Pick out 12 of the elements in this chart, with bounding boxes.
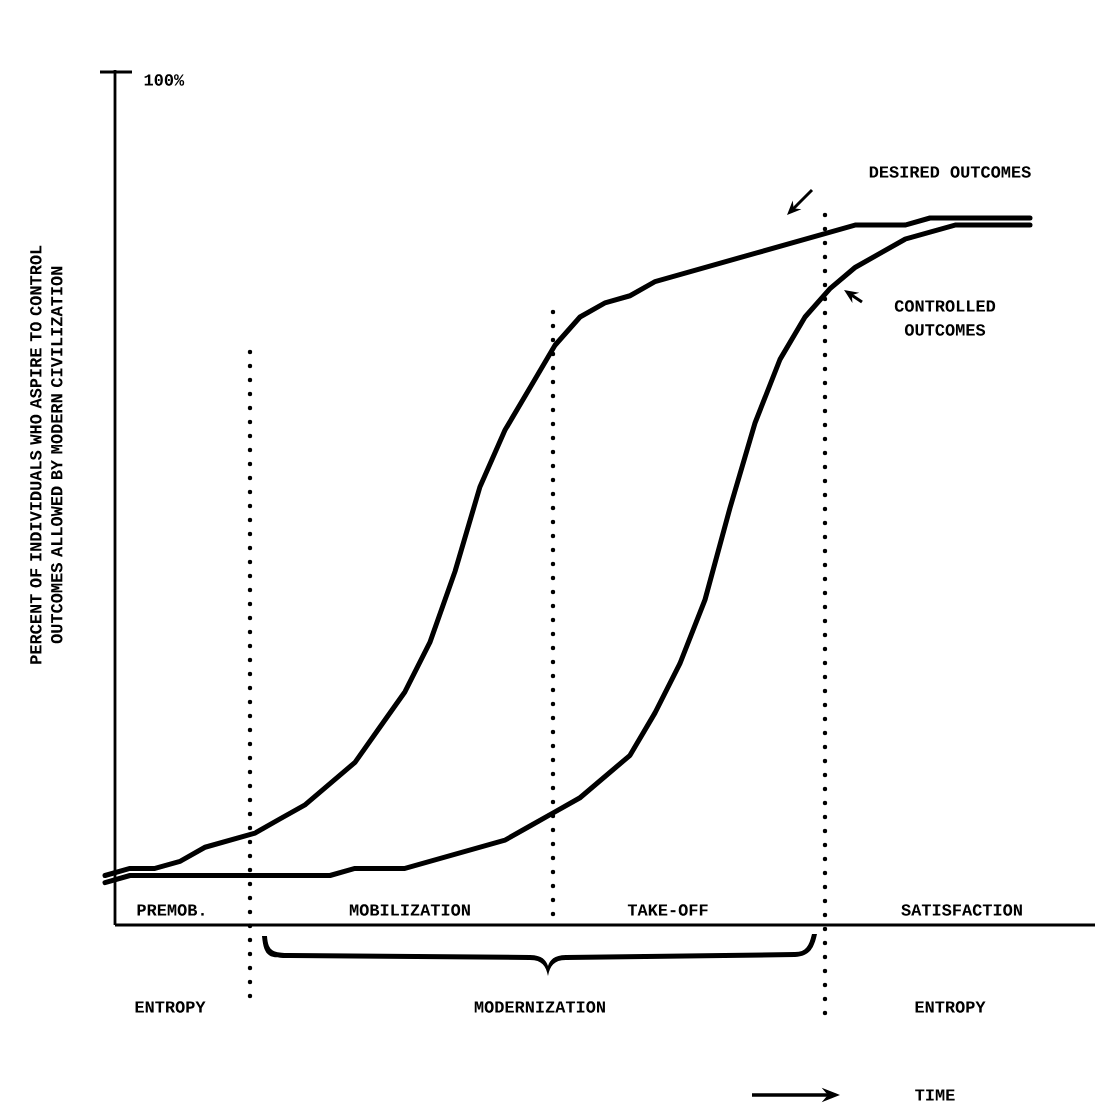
annotation: SATISFACTION bbox=[901, 904, 1022, 916]
text: ENTROPY bbox=[915, 1001, 986, 1013]
annotation: MOBILIZATION bbox=[349, 904, 470, 916]
annotation: PREMOB. bbox=[137, 904, 204, 916]
annotation: TAKE-OFF bbox=[627, 904, 708, 916]
text: 100% bbox=[144, 74, 185, 86]
text: MODERNIZATION bbox=[474, 1001, 605, 1013]
text: DESIRED OUTCOMES bbox=[869, 166, 1031, 178]
text: ENTROPY bbox=[135, 1001, 206, 1013]
y-axis-title: PERCENT OF INDIVIDUALS WHO ASPIRE TO CONTROL OUTCOMES ALLOWED BY MODERN CIVILIZATION bbox=[30, 245, 63, 664]
text: TIME bbox=[915, 1089, 955, 1101]
text: CONTROLLED OUTCOMES bbox=[894, 300, 996, 336]
